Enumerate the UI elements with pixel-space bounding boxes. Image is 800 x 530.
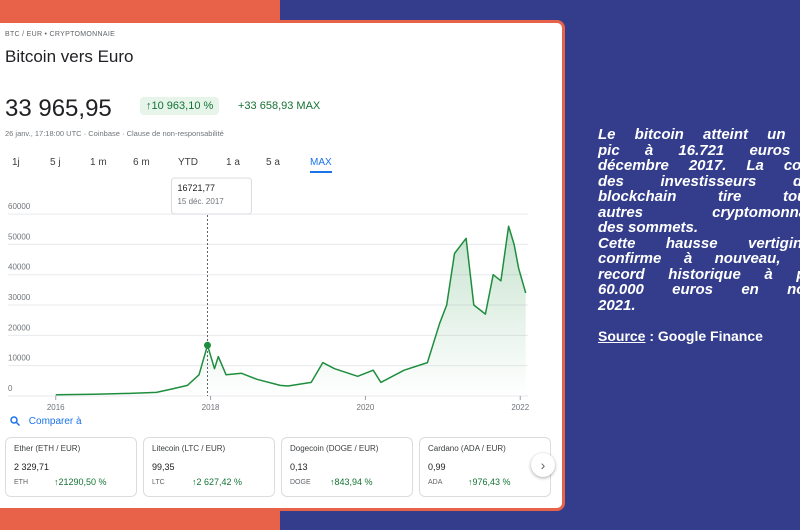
price-chart: 0 10000 20000 30000 40000 50000 60000 2016 2018 2… [8,177,530,412]
price: 33 965,95 [5,95,112,122]
change-percent: ↑10 963,10 % [140,97,220,115]
y-tick-label: 30000 [8,293,31,302]
change: +33 658,93 MAX [238,100,321,112]
compare-card[interactable]: Dogecoin (DOGE / EUR) 0,13 DOGE ↑843,94 % [281,437,413,497]
article-line: blockchain tire toutes [598,188,800,205]
tooltip-value: 16721,77 [177,183,215,193]
title: Bitcoin vers Euro [5,47,134,66]
y-tick-label: 10000 [8,354,31,363]
y-tick-label: 0 [8,384,13,393]
source-label: Source [598,328,646,344]
price-line [55,225,527,396]
card-ticker: LTC [152,479,165,486]
card-name: Litecoin (LTC / EUR) [152,444,226,453]
source-text: : Google Finance [645,328,763,344]
article-line: Le bitcoin atteint un pre [598,126,800,143]
compare-link[interactable]: Comparer à [10,416,82,427]
article-line: décembre 2017. La confia [598,157,800,174]
card-change: ↑21290,50 % [54,477,107,487]
x-tick-label: 2018 [202,403,220,412]
search-icon [10,416,21,427]
range-tab[interactable]: 1j [12,157,20,168]
card-ticker: ADA [428,479,443,486]
card-price: 0,99 [428,462,446,472]
article-line: 60.000 euros en nover [598,281,800,298]
tooltip-box [170,177,252,215]
card-name: Dogecoin (DOGE / EUR) [290,444,379,453]
card-ticker: DOGE [290,479,311,486]
article-line: confirme à nouveau, ave [598,250,800,267]
x-tick-label: 2016 [47,403,65,412]
card-name: Cardano (ADA / EUR) [428,444,506,453]
y-tick-label: 20000 [8,323,31,332]
range-tab[interactable]: 6 m [133,157,150,168]
card-price: 0,13 [290,462,308,472]
range-tab[interactable]: 1 a [226,157,240,168]
card-price: 99,35 [152,462,175,472]
range-tab[interactable]: 1 m [90,157,107,168]
card-change: ↑843,94 % [330,477,373,487]
area [55,226,526,396]
compare-card[interactable]: Ether (ETH / EUR) 2 329,71 ETH ↑21290,50 % [5,437,137,497]
y-tick-label: 50000 [8,232,31,241]
card-change: ↑976,43 % [468,477,511,487]
card-name: Ether (ETH / EUR) [14,444,81,453]
x-tick-label: 2020 [357,403,375,412]
compare-label: Comparer à [28,416,82,427]
card-ticker: ETH [14,479,28,486]
article-line: Cette hausse vertigineus [598,234,800,252]
article-line: des investisseurs dans [598,172,800,190]
tooltip-date: 15 déc. 2017 [177,197,224,206]
finance-card: BTC / EUR • CRYPTOMONNAIE Bitcoin vers E… [0,20,565,511]
tooltip-marker [203,341,211,349]
article-line: autres cryptomonnaies [598,203,800,221]
timestamp: 26 janv., 17:18:00 UTC · Coinbase · Clau… [5,129,224,138]
breadcrumb: BTC / EUR • CRYPTOMONNAIE [5,31,116,38]
article-line: record historique à pres [598,265,800,283]
compare-card[interactable]: Litecoin (LTC / EUR) 99,35 LTC ↑2 627,42 % [143,437,275,497]
article-line: pic à 16.721 euros le [598,141,800,159]
article-line: des sommets. [598,219,699,236]
card-change: ↑2 627,42 % [192,477,243,487]
next-button[interactable]: › [531,453,555,477]
source-line: Source : Google Finance [598,328,800,345]
range-tab[interactable]: 5 a [266,157,280,168]
range-tab[interactable]: YTD [178,157,198,168]
range-tab[interactable]: MAX [310,157,332,173]
y-tick-label: 40000 [8,263,31,272]
range-tab[interactable]: 5 j [50,157,61,168]
card-price: 2 329,71 [14,462,50,472]
x-tick-label: 2022 [511,403,529,412]
article-line: 2021. [598,296,636,314]
y-tick-label: 60000 [8,202,31,211]
article-text: Le bitcoin atteint un prepic à 16.721 eu… [598,127,800,345]
